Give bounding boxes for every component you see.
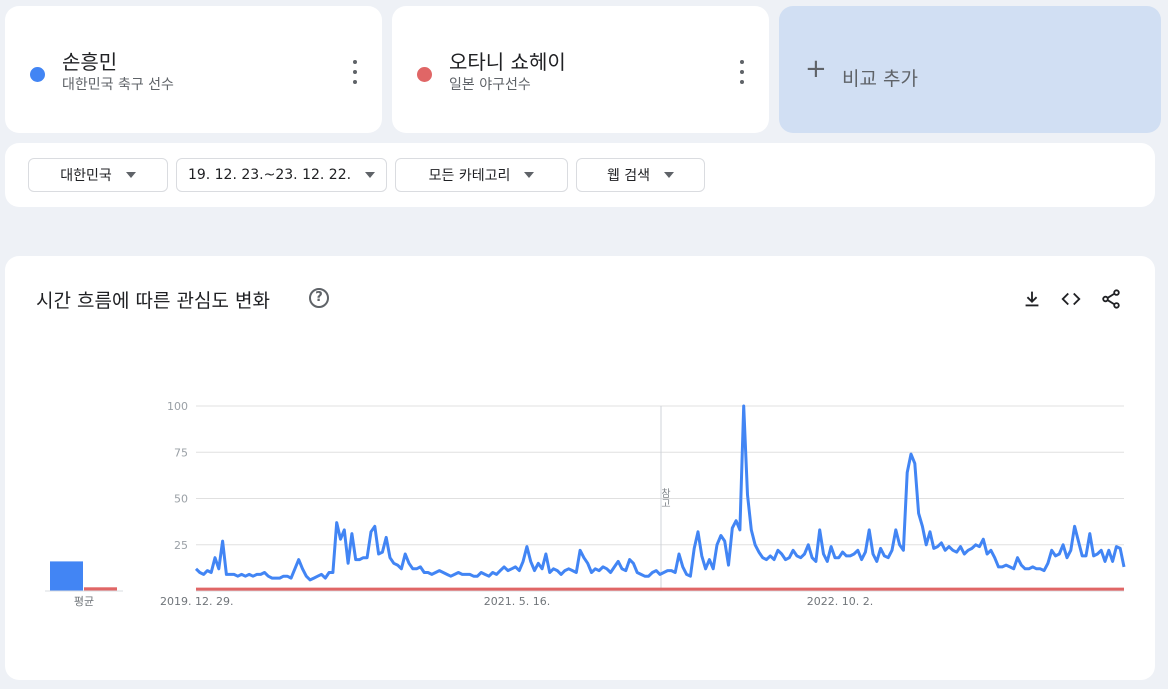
annotation-label: 참고 <box>659 488 671 508</box>
x-tick-label: 2019. 12. 29. <box>160 595 233 608</box>
date-range-label: 19. 12. 23.~23. 12. 22. <box>187 167 352 183</box>
caret-down-icon <box>664 172 675 178</box>
help-icon[interactable]: ? <box>309 288 329 308</box>
download-icon[interactable] <box>1021 288 1043 310</box>
share-icon[interactable] <box>1100 288 1122 310</box>
y-tick-label: 75 <box>174 446 188 459</box>
add-comparison-button[interactable]: + 비교 추가 <box>779 6 1161 133</box>
y-tick-label: 100 <box>167 400 188 413</box>
more-options-icon[interactable] <box>735 60 749 84</box>
term-card-2[interactable]: 오타니 쇼헤이 일본 야구선수 <box>392 6 769 133</box>
interest-over-time-panel: 시간 흐름에 따른 관심도 변화 ? 25 50 75 100 참고 2019. 12. … <box>5 256 1155 680</box>
average-bar <box>50 561 83 591</box>
term-description: 일본 야구선수 <box>449 77 531 93</box>
region-label: 대한민국 <box>60 168 112 184</box>
filter-bar: 대한민국 19. 12. 23.~23. 12. 22. 모든 카테고리 웹 검… <box>5 143 1155 207</box>
search-type-label: 웹 검색 <box>606 168 651 184</box>
caret-down-icon <box>365 172 376 178</box>
category-label: 모든 카테고리 <box>428 168 511 184</box>
panel-title: 시간 흐름에 따른 관심도 변화 <box>36 290 270 312</box>
plus-icon: + <box>805 54 827 84</box>
caret-down-icon <box>524 172 535 178</box>
term-name: 오타니 쇼헤이 <box>449 50 566 74</box>
y-tick-label: 50 <box>174 493 188 506</box>
caret-down-icon <box>125 172 136 178</box>
x-tick-label: 2022. 10. 2. <box>807 595 873 608</box>
y-tick-label: 25 <box>174 539 188 552</box>
series-line-1 <box>194 404 1126 582</box>
add-comparison-label: 비교 추가 <box>842 68 918 90</box>
search-type-dropdown[interactable]: 웹 검색 <box>576 158 705 192</box>
line-chart: 25 50 75 100 참고 2019. 12. 29. 2021. 5. 16. 2022… <box>45 400 1126 608</box>
x-tick-label: 2021. 5. 16. <box>484 595 550 608</box>
more-options-icon[interactable] <box>348 60 362 84</box>
series-color-dot <box>417 67 432 82</box>
date-range-dropdown[interactable]: 19. 12. 23.~23. 12. 22. <box>176 158 387 192</box>
embed-code-icon[interactable] <box>1060 288 1082 310</box>
term-card-1[interactable]: 손흥민 대한민국 축구 선수 <box>5 6 382 133</box>
series-color-dot <box>30 67 45 82</box>
term-name: 손흥민 <box>62 50 118 74</box>
average-label: 평균 <box>74 595 94 608</box>
term-description: 대한민국 축구 선수 <box>62 77 174 93</box>
category-dropdown[interactable]: 모든 카테고리 <box>395 158 568 192</box>
average-bar <box>84 587 117 591</box>
region-dropdown[interactable]: 대한민국 <box>28 158 168 192</box>
